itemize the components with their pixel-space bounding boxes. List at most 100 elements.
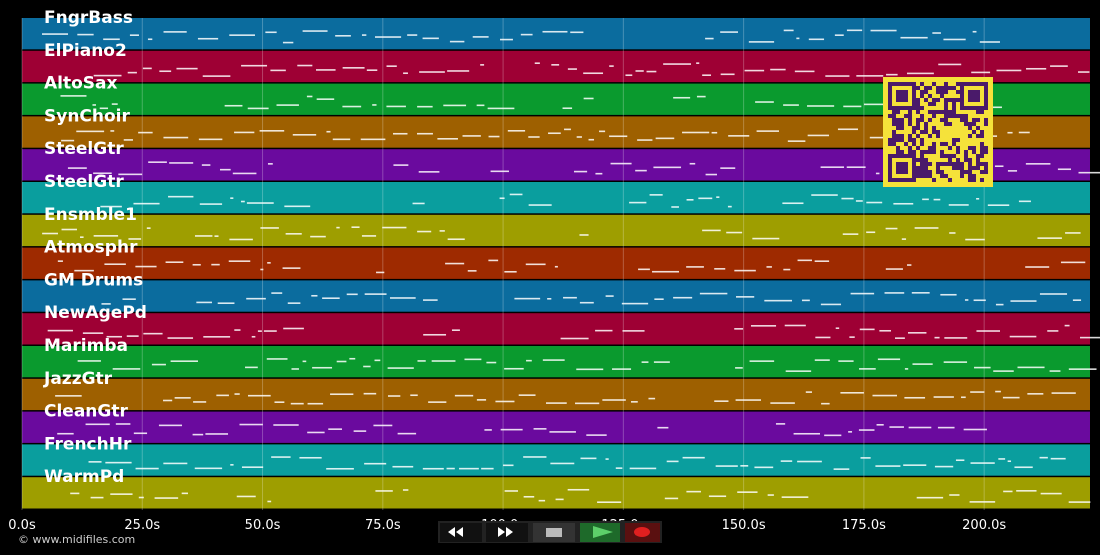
qr-code <box>883 77 993 187</box>
note <box>1072 299 1082 301</box>
track-band <box>22 444 1090 476</box>
note <box>342 105 362 108</box>
record-button[interactable] <box>625 523 660 542</box>
note <box>1079 336 1100 339</box>
note <box>970 391 985 393</box>
note <box>767 494 774 496</box>
note <box>138 496 144 499</box>
note <box>239 423 263 426</box>
note <box>855 200 863 202</box>
note <box>481 467 494 470</box>
note <box>969 501 996 503</box>
note <box>638 268 650 271</box>
note <box>270 69 286 72</box>
note <box>549 431 576 433</box>
stop-button[interactable] <box>533 523 575 542</box>
note <box>476 399 487 401</box>
note <box>602 399 626 401</box>
note <box>169 162 194 164</box>
note <box>609 135 628 138</box>
note <box>229 238 253 241</box>
note <box>576 136 582 138</box>
note <box>104 263 126 266</box>
tick-label: 200.0s <box>962 518 1006 533</box>
note <box>422 37 439 40</box>
note <box>118 173 143 176</box>
note <box>336 360 347 363</box>
note <box>949 494 960 496</box>
track-band <box>22 313 1090 345</box>
tick-label: 25.0s <box>124 518 160 533</box>
note <box>963 428 987 431</box>
note <box>266 358 288 360</box>
note <box>875 172 880 175</box>
note <box>92 104 96 106</box>
note <box>147 38 153 41</box>
note <box>705 37 714 40</box>
footer: © www.midifiles.com <box>18 533 135 546</box>
note <box>503 464 514 467</box>
note <box>364 293 387 295</box>
note <box>686 266 704 268</box>
rewind-button[interactable] <box>440 523 482 542</box>
note <box>393 164 409 166</box>
note <box>445 262 465 265</box>
note <box>671 206 679 208</box>
tick-label: 0.0s <box>8 518 36 533</box>
note <box>916 496 944 499</box>
note <box>784 324 806 327</box>
note <box>621 302 649 305</box>
note <box>848 431 853 433</box>
note <box>605 295 614 297</box>
note <box>122 298 136 300</box>
note <box>877 358 901 361</box>
note <box>630 401 638 403</box>
note <box>782 202 804 205</box>
note <box>110 493 133 495</box>
note <box>576 368 604 371</box>
note <box>756 130 780 132</box>
note <box>528 136 540 138</box>
note <box>995 303 1004 306</box>
note <box>360 138 386 141</box>
note <box>538 499 546 502</box>
note <box>1007 170 1018 172</box>
note <box>170 360 198 362</box>
note <box>1039 456 1048 459</box>
note <box>47 329 73 332</box>
note <box>834 34 844 36</box>
note <box>236 495 256 498</box>
note <box>711 131 718 134</box>
track-name: SynChoir <box>44 106 131 126</box>
note <box>838 360 854 362</box>
note <box>168 195 194 198</box>
note <box>653 361 670 363</box>
note <box>217 302 235 305</box>
note <box>900 36 928 39</box>
note <box>783 104 799 106</box>
note <box>297 64 313 67</box>
note <box>794 70 815 73</box>
note <box>1047 330 1059 332</box>
note <box>55 395 82 397</box>
note <box>504 367 524 370</box>
note <box>720 167 736 169</box>
note <box>542 359 565 361</box>
note <box>322 297 340 300</box>
note <box>664 497 679 500</box>
forward-button[interactable] <box>486 523 528 542</box>
note <box>93 74 122 77</box>
note <box>488 135 500 138</box>
note <box>283 327 304 330</box>
note <box>864 103 886 106</box>
note <box>77 33 94 36</box>
note <box>796 37 800 40</box>
note <box>579 234 589 236</box>
note <box>770 68 786 71</box>
note <box>422 467 444 470</box>
note <box>106 335 122 338</box>
note <box>306 95 313 98</box>
qr-pattern <box>888 82 988 182</box>
play-button[interactable] <box>580 523 620 542</box>
